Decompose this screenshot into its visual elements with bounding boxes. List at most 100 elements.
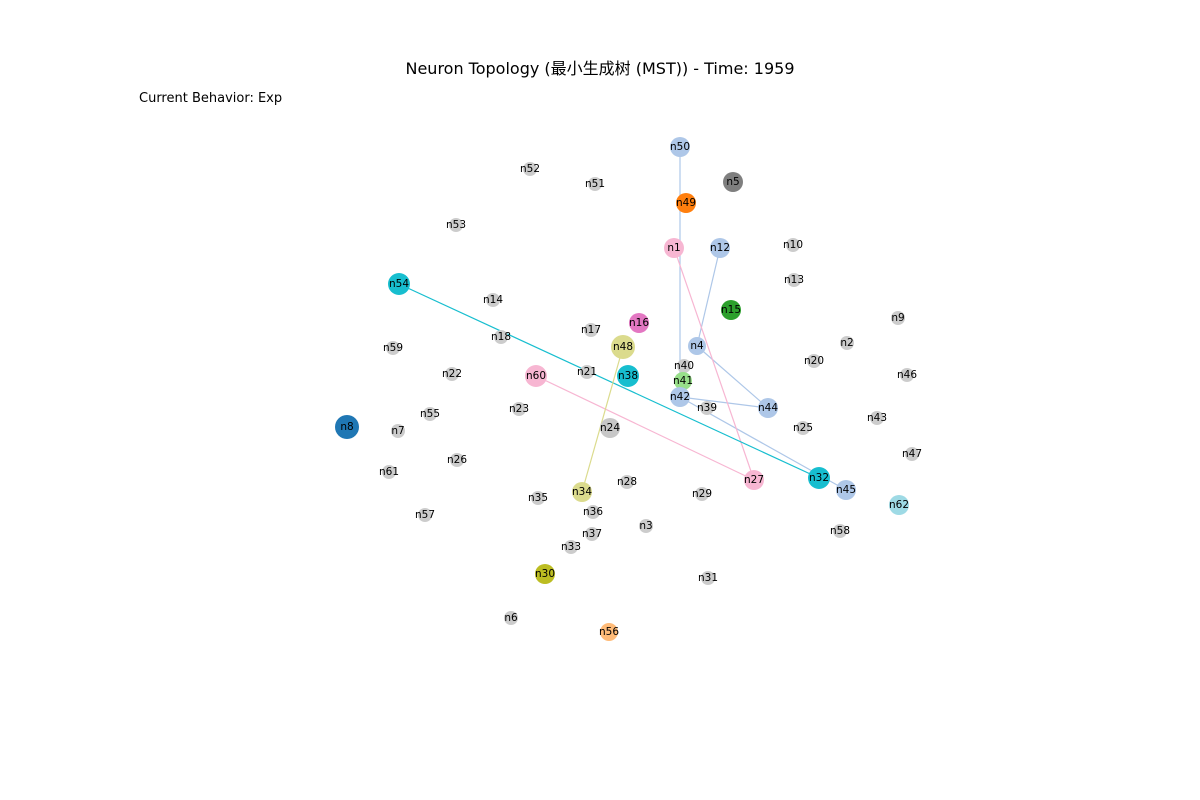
node-marker-n61 <box>382 465 396 479</box>
node-marker-n28 <box>620 475 634 489</box>
node-label-n1: n1 <box>667 242 680 254</box>
node-n8: n8 <box>335 415 359 439</box>
node-marker-n7 <box>391 424 405 438</box>
node-n38: n38 <box>617 365 639 387</box>
node-n35: n35 <box>528 491 548 505</box>
node-marker-n26 <box>450 453 464 467</box>
node-marker-n12 <box>710 238 730 258</box>
node-marker-n10 <box>786 238 800 252</box>
node-label-n62: n62 <box>889 499 909 511</box>
node-label-n41: n41 <box>673 375 693 387</box>
node-marker-n39 <box>700 401 714 415</box>
edge-n54-n32 <box>398 283 820 479</box>
node-n2: n2 <box>840 336 854 350</box>
node-label-n38: n38 <box>618 370 638 382</box>
node-marker-n34 <box>572 482 592 502</box>
node-label-n5: n5 <box>726 176 739 188</box>
node-label-n4: n4 <box>690 340 704 352</box>
node-label-n47: n47 <box>902 448 922 460</box>
node-label-n27: n27 <box>744 474 764 486</box>
node-marker-n37 <box>585 527 599 541</box>
node-n13: n13 <box>784 273 804 287</box>
node-marker-n48 <box>611 335 635 359</box>
node-n29: n29 <box>692 487 712 501</box>
node-n10: n10 <box>783 238 803 252</box>
node-marker-n22 <box>445 367 459 381</box>
node-n59: n59 <box>383 341 403 355</box>
node-n17: n17 <box>581 323 601 337</box>
node-label-n39: n39 <box>697 402 717 414</box>
node-n44: n44 <box>758 398 778 418</box>
node-label-n60: n60 <box>526 370 546 382</box>
node-label-n13: n13 <box>784 274 804 286</box>
node-marker-n43 <box>870 411 884 425</box>
node-label-n28: n28 <box>617 476 637 488</box>
node-label-n61: n61 <box>379 466 399 478</box>
node-marker-n57 <box>418 508 432 522</box>
node-n62: n62 <box>889 495 909 515</box>
node-marker-n29 <box>695 487 709 501</box>
node-label-n45: n45 <box>836 484 856 496</box>
node-label-n12: n12 <box>710 242 730 254</box>
node-n60: n60 <box>525 365 547 387</box>
node-marker-n27 <box>744 470 764 490</box>
node-label-n43: n43 <box>867 412 887 424</box>
node-marker-n46 <box>900 368 914 382</box>
node-n25: n25 <box>793 421 813 435</box>
node-label-n49: n49 <box>676 197 696 209</box>
node-marker-n58 <box>833 524 847 538</box>
node-marker-n18 <box>494 330 508 344</box>
node-n9: n9 <box>891 311 905 325</box>
node-label-n29: n29 <box>692 488 712 500</box>
node-n61: n61 <box>379 465 399 479</box>
node-marker-n8 <box>335 415 359 439</box>
node-n27: n27 <box>744 470 764 490</box>
node-marker-n17 <box>584 323 598 337</box>
node-n39: n39 <box>697 401 717 415</box>
node-marker-n52 <box>523 162 537 176</box>
node-marker-n21 <box>580 365 594 379</box>
node-marker-n45 <box>836 480 856 500</box>
node-n12: n12 <box>710 238 730 258</box>
node-marker-n33 <box>564 540 578 554</box>
node-marker-n44 <box>758 398 778 418</box>
node-label-n33: n33 <box>561 541 581 553</box>
node-label-n42: n42 <box>670 391 690 403</box>
node-n5: n5 <box>723 172 743 192</box>
node-n33: n33 <box>561 540 581 554</box>
node-n43: n43 <box>867 411 887 425</box>
node-label-n25: n25 <box>793 422 813 434</box>
node-label-n57: n57 <box>415 509 435 521</box>
node-marker-n23 <box>512 402 526 416</box>
node-label-n50: n50 <box>670 141 690 153</box>
node-label-n24: n24 <box>600 422 620 434</box>
node-label-n58: n58 <box>830 525 850 537</box>
node-marker-n53 <box>449 218 463 232</box>
node-label-n14: n14 <box>483 294 503 306</box>
node-marker-n9 <box>891 311 905 325</box>
node-n22: n22 <box>442 367 462 381</box>
node-marker-n60 <box>525 365 547 387</box>
edge-n4-n44 <box>696 345 769 409</box>
node-label-n3: n3 <box>639 520 652 532</box>
node-marker-n41 <box>674 372 692 390</box>
node-label-n8: n8 <box>340 421 353 433</box>
node-n51: n51 <box>585 177 605 191</box>
node-n14: n14 <box>483 293 503 307</box>
node-marker-n50 <box>670 137 690 157</box>
graph-title: Neuron Topology (最小生成树 (MST)) - Time: 19… <box>405 59 795 78</box>
node-n32: n32 <box>808 467 830 489</box>
node-label-n18: n18 <box>491 331 511 343</box>
node-n52: n52 <box>520 162 540 176</box>
node-n49: n49 <box>676 193 696 213</box>
node-label-n36: n36 <box>583 506 603 518</box>
node-n55: n55 <box>420 407 440 421</box>
node-n57: n57 <box>415 508 435 522</box>
edge-n12-n4 <box>696 247 721 347</box>
node-label-n15: n15 <box>721 304 741 316</box>
node-marker-n6 <box>504 611 518 625</box>
node-n4: n4 <box>688 337 706 355</box>
node-label-n59: n59 <box>383 342 403 354</box>
node-n48: n48 <box>611 335 635 359</box>
node-marker-n16 <box>629 313 649 333</box>
